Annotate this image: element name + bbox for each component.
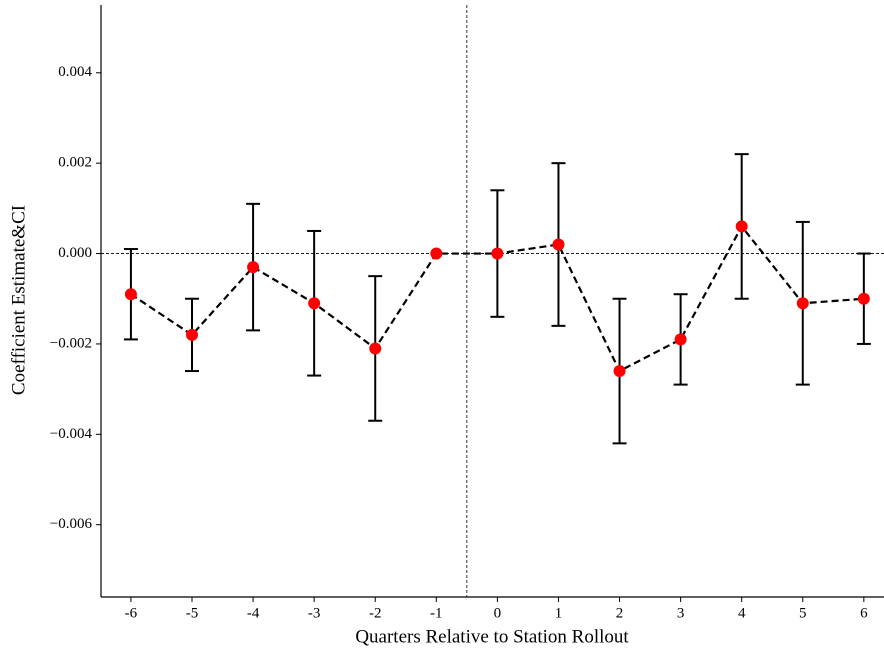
x-tick-label: 3 [677, 605, 685, 621]
y-tick-label: −0.006 [50, 516, 93, 532]
point [369, 342, 382, 355]
point [674, 333, 687, 346]
y-tick-label: −0.004 [50, 426, 93, 442]
x-tick-label: -4 [247, 605, 260, 621]
point [308, 297, 321, 310]
point [796, 297, 809, 310]
point [186, 328, 199, 341]
point [247, 261, 260, 274]
x-axis-label: Quarters Relative to Station Rollout [355, 626, 629, 647]
y-axis-label: Coefficient Estimate&CI [8, 205, 29, 395]
y-tick-label: −0.002 [50, 335, 92, 351]
y-tick-label: 0.002 [58, 155, 92, 171]
x-tick-label: 0 [494, 605, 502, 621]
point [430, 247, 443, 260]
x-tick-label: 1 [555, 605, 563, 621]
y-tick-label: 0.004 [58, 64, 92, 80]
point [857, 292, 870, 305]
point [735, 220, 748, 233]
point [491, 247, 504, 260]
y-tick-label: 0.000 [58, 245, 92, 261]
x-tick-label: -6 [125, 605, 138, 621]
point [613, 365, 626, 378]
x-tick-label: -5 [186, 605, 199, 621]
x-tick-label: 4 [738, 605, 746, 621]
x-tick-label: -2 [369, 605, 382, 621]
point [552, 238, 565, 251]
x-tick-label: -3 [308, 605, 321, 621]
x-tick-label: -1 [430, 605, 443, 621]
x-tick-label: 6 [860, 605, 868, 621]
x-tick-label: 5 [799, 605, 807, 621]
point [124, 288, 137, 301]
x-tick-label: 2 [616, 605, 624, 621]
